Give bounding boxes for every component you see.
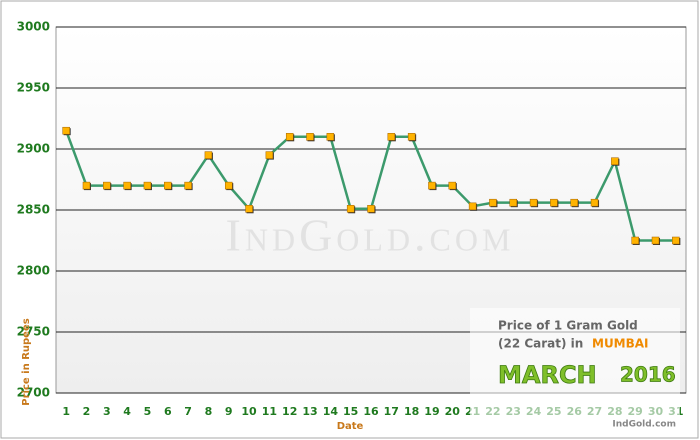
- marker: [672, 236, 680, 245]
- x-tick-label: 9: [225, 405, 233, 418]
- x-tick-label: 17: [384, 405, 399, 418]
- x-axis-title: Date: [337, 421, 364, 432]
- marker: [651, 236, 660, 245]
- x-tick-label: 6: [164, 405, 172, 418]
- x-tick-label: 16: [363, 405, 379, 418]
- y-tick-label: 2750: [17, 325, 50, 339]
- x-tick-label: 11: [262, 405, 277, 418]
- marker: [509, 198, 518, 207]
- annotation-source: IndGold.com: [612, 420, 676, 430]
- marker: [204, 151, 213, 159]
- marker: [570, 198, 578, 207]
- marker: [428, 181, 436, 190]
- marker: [346, 205, 355, 213]
- marker: [387, 133, 396, 141]
- marker: [306, 133, 314, 141]
- y-tick-label: 2850: [17, 203, 50, 217]
- marker: [326, 133, 335, 141]
- y-tick-label: 2900: [17, 142, 50, 156]
- x-tick-label: 19: [424, 405, 439, 418]
- marker: [407, 133, 416, 141]
- watermark: IndGold.com: [226, 210, 515, 261]
- marker: [62, 126, 70, 135]
- marker: [448, 181, 457, 190]
- marker: [82, 181, 91, 190]
- x-tick-label: 3: [103, 405, 111, 418]
- marker: [550, 198, 558, 207]
- marker: [143, 181, 152, 190]
- marker: [123, 181, 131, 190]
- y-tick-label: 2800: [17, 264, 50, 278]
- x-tick-label: 14: [323, 405, 339, 418]
- marker: [184, 181, 192, 190]
- x-tick-label: 8: [205, 405, 213, 418]
- annotation: Price of 1 Gram Gold (22 Carat) in MUMBA…: [470, 308, 680, 430]
- annotation-city: MUMBAI: [592, 337, 649, 351]
- marker: [103, 181, 111, 190]
- x-tick-label: 5: [144, 405, 152, 418]
- y-tick-label: 2700: [17, 386, 50, 400]
- marker: [468, 202, 477, 211]
- marker: [164, 181, 172, 190]
- annotation-line: Price of 1 Gram Gold: [498, 319, 638, 333]
- marker: [611, 157, 619, 165]
- annotation-month: MARCH: [498, 361, 597, 389]
- y-axis-title: Price in Rupees: [21, 318, 32, 405]
- annotation-year: 2016: [620, 363, 676, 387]
- annotation-box: [470, 308, 680, 426]
- marker: [631, 236, 639, 245]
- y-tick-label: 2950: [17, 81, 50, 95]
- marker: [489, 198, 497, 207]
- x-tick-label: 1: [62, 405, 70, 418]
- x-tick-label: 4: [123, 405, 131, 418]
- marker: [285, 133, 294, 141]
- x-tick-label: 20: [445, 405, 461, 418]
- y-tick-label: 3000: [17, 20, 50, 34]
- marker: [245, 205, 253, 213]
- marker: [367, 205, 375, 213]
- x-tick-label: 13: [302, 405, 317, 418]
- marker: [224, 181, 233, 190]
- x-tick-label: 10: [241, 405, 257, 418]
- x-tick-label: 12: [282, 405, 297, 418]
- x-tick-label: 2: [83, 405, 91, 418]
- marker: [265, 151, 274, 159]
- annotation-line: (22 Carat) in: [498, 337, 583, 351]
- marker: [590, 198, 599, 207]
- x-tick-label: 7: [184, 405, 192, 418]
- x-tick-label: 18: [404, 405, 419, 418]
- x-tick-label: 15: [343, 405, 358, 418]
- marker: [529, 198, 538, 207]
